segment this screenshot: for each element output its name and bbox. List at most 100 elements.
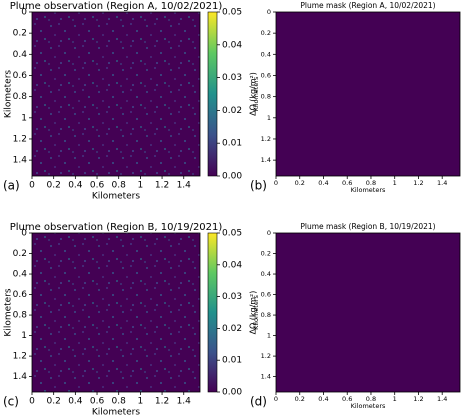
y-axis-label: Kilometers [252, 76, 260, 111]
x-tick-label: 1.4 [177, 181, 192, 191]
axes-frame [31, 11, 201, 177]
colorbar-tick-label: 0.04 [222, 40, 242, 50]
heatmap-image [276, 233, 460, 392]
y-tick-label: 1.4 [261, 156, 271, 164]
panel-label: (c) [3, 395, 19, 409]
colorbar-tick-label: 0.02 [222, 106, 242, 116]
x-tick-label: 1.4 [437, 395, 447, 403]
y-tick-label: 0.6 [261, 291, 271, 299]
y-tick-label: 0.2 [261, 29, 271, 37]
y-tick-label: 0.8 [261, 311, 271, 319]
colorbar-tick-label: 0.03 [222, 292, 242, 302]
y-tick-label: 1.4 [261, 373, 271, 381]
x-tick-label: 0.2 [47, 181, 61, 191]
colorbar [207, 232, 218, 393]
y-axis-label: Kilometers [252, 294, 260, 329]
panel-label: (d) [250, 395, 267, 409]
x-tick-label: 0.4 [318, 179, 328, 187]
y-tick-label: 0.2 [13, 29, 27, 39]
panel-label: (b) [250, 179, 267, 193]
x-tick-label: 0 [274, 395, 278, 403]
colorbar-tick-label: 0.05 [222, 229, 242, 239]
y-tick-label: 0.8 [261, 93, 271, 101]
y-tick-label: 1.4 [13, 372, 28, 382]
x-tick-label: 1.2 [413, 179, 423, 187]
x-tick-label: 1 [138, 397, 144, 407]
colorbar-tick-label: 0.01 [222, 139, 242, 149]
heatmap-image [276, 12, 460, 176]
x-tick-label: 1.4 [177, 397, 192, 407]
y-tick-label: 0 [21, 229, 27, 239]
chart-title: Plume observation (Region B, 10/19/2021) [10, 222, 223, 233]
y-tick-label: 0.8 [13, 92, 28, 102]
x-axis-label: Kilometers [351, 186, 386, 194]
y-tick-label: 1.2 [261, 135, 271, 143]
y-tick-label: 1 [267, 114, 271, 122]
y-tick-label: 0 [267, 8, 271, 16]
colorbar-label: ΔΩ (kg/m²) [249, 72, 258, 116]
colorbar-tick-label: 0.00 [222, 172, 242, 182]
y-tick-label: 0.2 [13, 249, 27, 259]
noise-texture [32, 233, 200, 392]
colorbar-tick-label: 0.04 [222, 260, 242, 270]
x-tick-label: 0.4 [68, 397, 83, 407]
x-tick-label: 0 [29, 181, 35, 191]
x-tick-label: 0.4 [68, 181, 83, 191]
chart-title: Plume mask (Region A, 10/02/2021) [300, 1, 435, 10]
y-tick-label: 1.2 [13, 134, 27, 144]
y-tick-label: 1.2 [13, 352, 27, 362]
y-tick-label: 0 [267, 229, 271, 237]
colorbar-tick-label: 0.03 [222, 73, 242, 83]
x-axis-label: Kilometers [92, 192, 140, 202]
y-tick-label: 0.4 [13, 270, 28, 280]
y-tick-label: 0.6 [13, 290, 28, 300]
chart-title: Plume mask (Region B, 10/19/2021) [300, 222, 435, 231]
axes-frame [275, 11, 461, 177]
x-tick-label: 1.2 [413, 395, 423, 403]
x-tick-label: 1 [393, 179, 397, 187]
y-tick-label: 1.2 [261, 352, 271, 360]
x-tick-label: 0.8 [366, 395, 376, 403]
x-tick-label: 0.2 [47, 397, 61, 407]
colorbar-tick-label: 0.00 [222, 388, 242, 398]
noise-texture [32, 12, 200, 176]
y-tick-label: 1 [21, 331, 27, 341]
x-tick-label: 0.2 [295, 395, 305, 403]
x-tick-label: 1.2 [155, 181, 169, 191]
x-tick-label: 0.4 [318, 395, 328, 403]
colorbar-tick-label: 0.05 [222, 8, 242, 18]
y-axis-label: Kilometers [4, 288, 14, 336]
colorbar [207, 11, 218, 177]
x-axis-label: Kilometers [351, 402, 386, 410]
x-tick-label: 1 [393, 395, 397, 403]
y-axis-label: Kilometers [4, 70, 14, 118]
y-tick-label: 1 [267, 332, 271, 340]
x-tick-label: 0.8 [112, 181, 127, 191]
panel-label: (a) [3, 179, 20, 193]
y-tick-label: 0.6 [261, 71, 271, 79]
y-tick-label: 0 [21, 8, 27, 18]
x-tick-label: 0 [29, 397, 35, 407]
x-tick-label: 0.8 [366, 179, 376, 187]
axes-frame [275, 232, 461, 393]
x-tick-label: 0.6 [342, 179, 352, 187]
y-tick-label: 0.2 [261, 250, 271, 258]
y-tick-label: 0.4 [261, 270, 271, 278]
x-tick-label: 0 [274, 179, 278, 187]
x-axis-label: Kilometers [92, 408, 140, 418]
colorbar-tick-label: 0.02 [222, 324, 242, 334]
x-tick-label: 0.6 [90, 397, 105, 407]
y-tick-label: 0.4 [13, 50, 28, 60]
x-tick-label: 1.4 [437, 179, 447, 187]
axes-frame [31, 232, 201, 393]
colorbar-label: ΔΩ (kg/m²) [249, 291, 258, 335]
x-tick-label: 0.6 [342, 395, 352, 403]
x-tick-label: 0.8 [112, 397, 127, 407]
colorbar-tick-label: 0.01 [222, 356, 242, 366]
chart-title: Plume observation (Region A, 10/02/2021) [10, 1, 223, 12]
y-tick-label: 1.4 [13, 156, 28, 166]
y-tick-label: 0.4 [261, 50, 271, 58]
y-tick-label: 0.8 [13, 311, 28, 321]
y-tick-label: 0.6 [13, 71, 28, 81]
